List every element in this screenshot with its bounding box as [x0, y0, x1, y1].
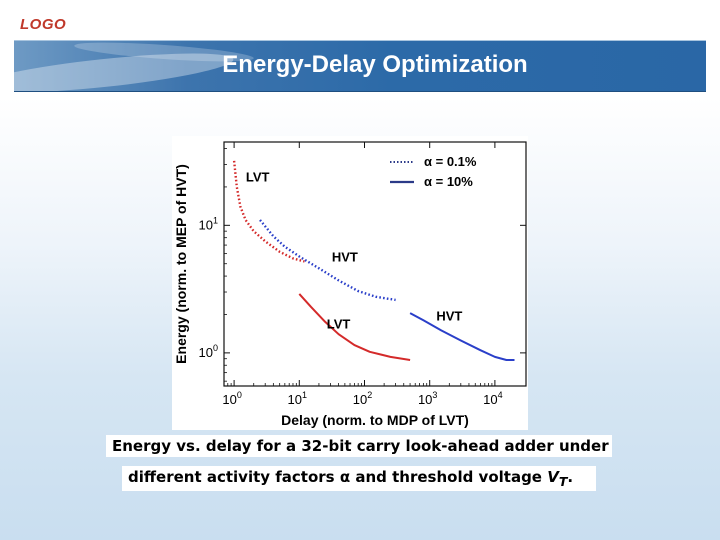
legend-value: = 10%: [432, 174, 473, 189]
legend-label-solid: α = 10%: [424, 174, 473, 189]
logo: LOGO: [20, 16, 67, 33]
x-tick-exp: 0: [237, 390, 242, 400]
legend-alpha: α: [424, 174, 432, 189]
alpha-symbol: α: [339, 468, 351, 486]
y-tick-label: 100: [199, 343, 218, 360]
x-tick-label: 100: [222, 390, 241, 407]
x-tick-base: 10: [418, 392, 432, 407]
x-tick-exp: 4: [498, 390, 503, 400]
y-tick-base: 10: [199, 345, 213, 360]
x-axis-label: Delay (norm. to MDP of LVT): [281, 412, 469, 428]
x-tick-base: 10: [222, 392, 236, 407]
vt-subscript: T: [558, 474, 568, 489]
caption-line-1: Energy vs. delay for a 32-bit carry look…: [106, 435, 612, 457]
y-tick-exp: 0: [213, 343, 218, 353]
slide-title: Energy-Delay Optimization: [222, 51, 528, 78]
caption-line-2-b: and threshold voltage: [350, 468, 548, 486]
chart-container: 100 101 102 103 104 100 101 LVT HVT LVT HVT α = …: [172, 136, 528, 430]
series-hvt-dotted-line: [259, 219, 396, 302]
caption-line-2-c: .: [567, 468, 574, 486]
legend-alpha: α: [424, 154, 432, 169]
x-axis-ticks: 100 101 102 103 104: [222, 142, 503, 407]
x-tick-base: 10: [353, 392, 367, 407]
x-tick-label: 104: [483, 390, 502, 407]
x-tick-base: 10: [483, 392, 497, 407]
series-lvt-solid-line: [298, 293, 411, 361]
x-tick-label: 103: [418, 390, 437, 407]
annotations: LVT HVT LVT HVT: [246, 170, 462, 332]
curve-label-lvt: LVT: [327, 317, 351, 332]
vt-symbol: VT: [547, 468, 568, 489]
legend: α = 0.1%α = 10%: [390, 154, 477, 189]
caption-line-2-a: different activity factors: [128, 468, 340, 486]
curve-label-hvt: HVT: [332, 250, 358, 265]
legend-label-dotted: α = 0.1%: [424, 154, 477, 169]
caption-line-2: different activity factors α and thresho…: [122, 466, 596, 491]
x-tick-label: 101: [288, 390, 307, 407]
x-tick-exp: 1: [302, 390, 307, 400]
y-tick-exp: 1: [213, 215, 218, 225]
y-tick-label: 101: [199, 215, 218, 232]
curve-label-hvt: HVT: [436, 308, 462, 323]
y-axis-label: Energy (norm. to MEP of HVT): [173, 164, 189, 364]
series-hvt-solid-line: [409, 312, 515, 361]
legend-value: = 0.1%: [432, 154, 477, 169]
curve-label-lvt: LVT: [246, 170, 270, 185]
series-layer: [232, 160, 515, 361]
x-tick-base: 10: [288, 392, 302, 407]
vt-v: V: [547, 468, 559, 486]
y-tick-base: 10: [199, 217, 213, 232]
x-tick-exp: 2: [367, 390, 372, 400]
title-bar: Energy-Delay Optimization: [14, 40, 706, 92]
x-tick-label: 102: [353, 390, 372, 407]
x-tick-exp: 3: [432, 390, 437, 400]
